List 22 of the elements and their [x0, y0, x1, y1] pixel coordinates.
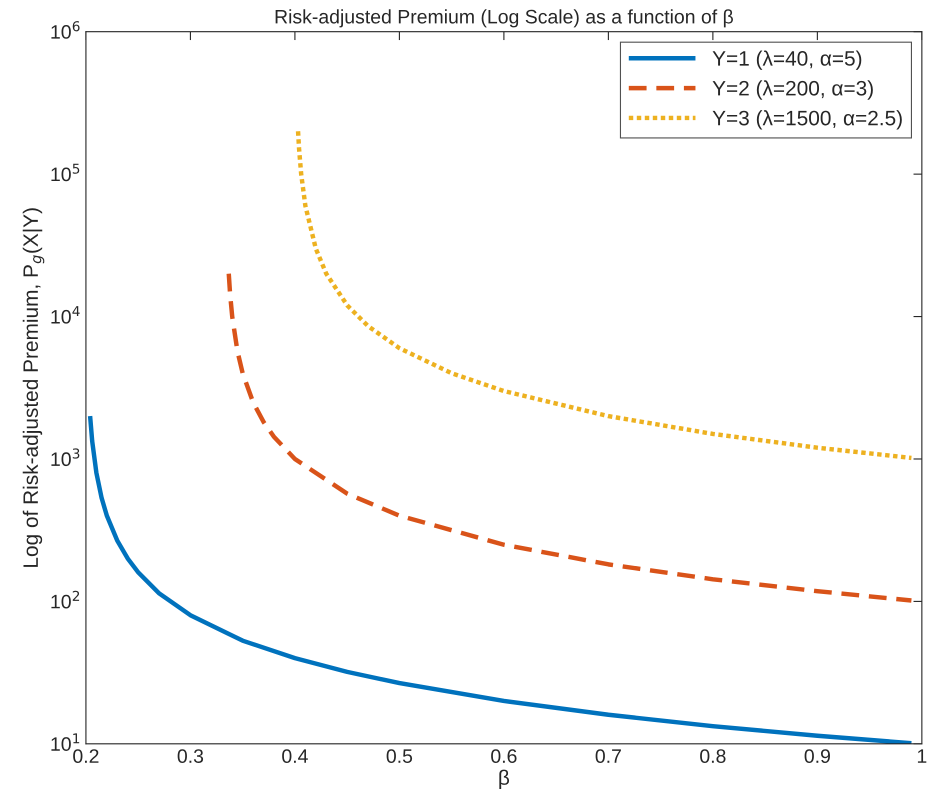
y-tick-label: 10$^{5}$	[51, 164, 80, 182]
y-tick-label: 10$^{4}$	[51, 306, 80, 324]
legend-label: Y=3 (λ=1500, α=2.5)	[712, 110, 902, 130]
x-tick-label: 1	[918, 749, 926, 763]
y-tick-label: 10$^{3}$	[51, 448, 80, 466]
x-tick-label: 0.2	[73, 749, 98, 763]
x-tick-label: 0.4	[282, 749, 308, 763]
x-axis-title: β	[499, 770, 510, 790]
x-tick-label: 0.5	[386, 749, 412, 763]
line-series	[296, 129, 914, 460]
x-tick-label: 0.7	[596, 749, 621, 763]
legend-label: Y=1 (λ=40, α=5)	[712, 50, 862, 70]
y-tick-label: 10$^{6}$	[51, 21, 80, 39]
y-tick-label: 10$^{2}$	[51, 590, 80, 608]
chart-title: Risk-adjusted Premium (Log Scale) as a function of β	[276, 9, 733, 28]
x-tick-label: 0.8	[700, 749, 726, 763]
x-tick-label: 0.6	[491, 749, 517, 763]
legend-label: Y=2 (λ=200, α=3)	[712, 80, 873, 100]
x-tick-label: 0.9	[804, 749, 830, 763]
y-axis-title: Log of Risk-adjusted Premium, P$_{g}$(X|Y)	[22, 208, 44, 567]
line-series	[88, 414, 914, 744]
x-tick-label: 0.3	[178, 749, 204, 763]
